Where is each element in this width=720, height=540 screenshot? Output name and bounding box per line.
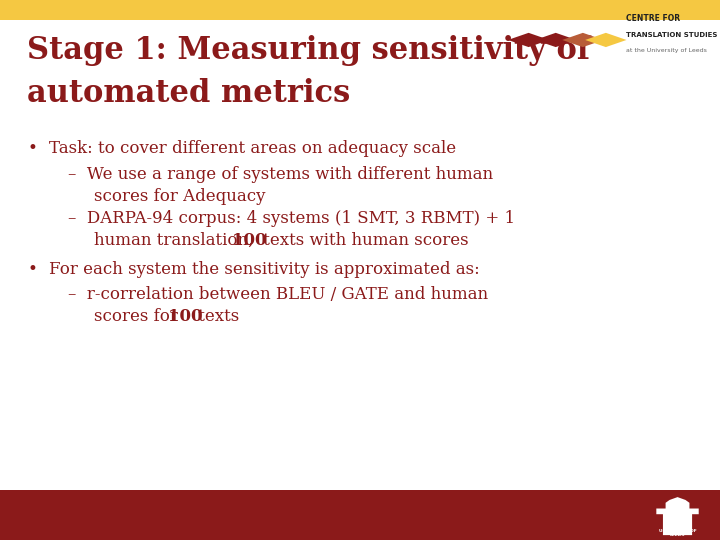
Text: scores for Adequacy: scores for Adequacy bbox=[94, 188, 265, 205]
Text: at the University of Leeds: at the University of Leeds bbox=[626, 49, 706, 53]
Polygon shape bbox=[657, 497, 698, 535]
Polygon shape bbox=[585, 33, 626, 47]
Polygon shape bbox=[535, 33, 577, 47]
Text: scores for: scores for bbox=[94, 308, 183, 325]
Bar bbox=[0, 490, 720, 540]
Text: texts: texts bbox=[193, 308, 239, 325]
Text: –  DARPA-94 corpus: 4 systems (1 SMT, 3 RBMT) + 1: – DARPA-94 corpus: 4 systems (1 SMT, 3 R… bbox=[68, 210, 516, 227]
Text: 100: 100 bbox=[232, 232, 266, 249]
Polygon shape bbox=[508, 33, 549, 47]
Text: •: • bbox=[27, 140, 37, 157]
Text: TRANSLATION STUDIES: TRANSLATION STUDIES bbox=[626, 31, 717, 38]
Text: automated metrics: automated metrics bbox=[27, 78, 351, 109]
Text: Task: to cover different areas on adequacy scale: Task: to cover different areas on adequa… bbox=[49, 140, 456, 157]
Text: Stage 1: Measuring sensitivity of: Stage 1: Measuring sensitivity of bbox=[27, 35, 590, 66]
Text: 100: 100 bbox=[168, 308, 202, 325]
Text: CENTRE FOR: CENTRE FOR bbox=[626, 14, 680, 23]
Text: texts with human scores: texts with human scores bbox=[258, 232, 469, 249]
Text: 29 May 2008: 29 May 2008 bbox=[27, 502, 110, 515]
Text: LREC 2008: LREC 2008 bbox=[324, 496, 396, 510]
Text: For each system the sensitivity is approximated as:: For each system the sensitivity is appro… bbox=[49, 261, 480, 278]
Text: UNIVERSITY OF
LEEDS: UNIVERSITY OF LEEDS bbox=[659, 529, 696, 537]
Polygon shape bbox=[562, 33, 603, 47]
Text: •: • bbox=[27, 261, 37, 278]
Text: Sensitivity of BLEU vs task-based evaluation: Sensitivity of BLEU vs task-based evalua… bbox=[218, 511, 502, 524]
Bar bbox=[0, 0, 720, 20]
Text: –  r-correlation between BLEU / GATE and human: – r-correlation between BLEU / GATE and … bbox=[68, 286, 489, 303]
Text: 13: 13 bbox=[626, 502, 642, 515]
Text: –  We use a range of systems with different human: – We use a range of systems with differe… bbox=[68, 166, 493, 183]
Text: human translation,: human translation, bbox=[94, 232, 258, 249]
